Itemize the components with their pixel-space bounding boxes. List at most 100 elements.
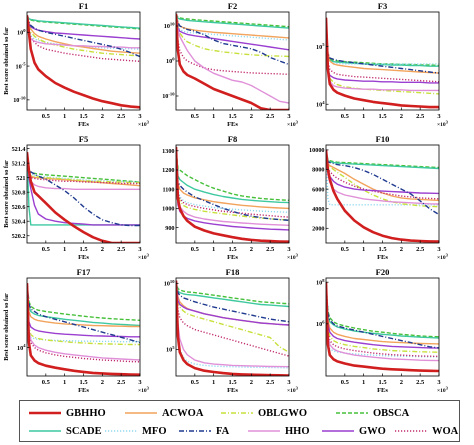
panel-title: F10 bbox=[376, 134, 390, 144]
x-tick-label: 1 bbox=[63, 379, 66, 386]
x-tick-label: 2.5 bbox=[416, 113, 425, 120]
series-line-woa bbox=[176, 280, 289, 357]
panel-f17: F17 0.5 1 1.5 2 2.5 3×103 FEs 104 Best score obta… bbox=[3, 267, 150, 394]
x-axis-label: FEs bbox=[227, 254, 238, 261]
y-tick-label: 100 bbox=[17, 28, 26, 37]
x-tick-label: 2.5 bbox=[416, 379, 425, 386]
x-tick-label: 1.5 bbox=[378, 246, 387, 253]
series-line-oblgwo bbox=[27, 15, 140, 57]
series-line-fa bbox=[326, 17, 439, 74]
y-axis-label: Best score obtained so far bbox=[3, 293, 10, 361]
panel-title: F2 bbox=[228, 1, 237, 11]
series-line-mfo bbox=[27, 283, 140, 343]
series-line-hho bbox=[326, 17, 439, 92]
legend-item-obsca: OBSCA bbox=[335, 406, 409, 420]
legend-item-hho: HHO bbox=[247, 424, 310, 438]
series-line-hho bbox=[27, 283, 140, 361]
y-tick-label: 100 bbox=[166, 57, 175, 66]
series-line-obsca bbox=[326, 17, 439, 67]
y-tick-label: 10-5 bbox=[15, 62, 26, 71]
x-tick-label: 0.5 bbox=[42, 379, 51, 386]
series-line-gwo bbox=[176, 13, 289, 51]
series-line-gbhho bbox=[326, 282, 439, 373]
y-tick-label: 520.4 bbox=[12, 218, 26, 225]
series-line-mfo bbox=[176, 13, 289, 41]
legend-item-woa: WOA bbox=[394, 424, 458, 438]
x-scale-exponent: ×103 bbox=[437, 253, 449, 262]
series-line-oblgwo bbox=[176, 280, 289, 353]
legend-swatch bbox=[179, 430, 211, 432]
axes-frame bbox=[26, 144, 141, 244]
legend-label: HHO bbox=[285, 425, 310, 437]
series-line-scade bbox=[176, 146, 289, 204]
x-tick-label: 3 bbox=[437, 246, 441, 253]
series-line-mfo bbox=[326, 17, 439, 65]
y-tick-label: 108 bbox=[316, 278, 325, 287]
legend-label: OBLGWO bbox=[258, 407, 308, 419]
series-line-gbhho bbox=[27, 15, 140, 109]
series-line-obsca bbox=[176, 146, 289, 201]
x-tick-label: 0.5 bbox=[341, 246, 350, 253]
legend-swatch bbox=[248, 430, 280, 432]
series-line-scade bbox=[176, 280, 289, 308]
x-tick-label: 1 bbox=[212, 379, 215, 386]
series-line-hho bbox=[326, 282, 439, 362]
x-scale-exponent: ×103 bbox=[287, 120, 299, 129]
series-line-woa bbox=[176, 146, 289, 218]
panel-f20: F20 0.5 1 1.5 2 2.5 3×103 FEs 108 106 bbox=[316, 267, 449, 394]
legend-item-gwo: GWO bbox=[321, 424, 386, 438]
x-scale-exponent: ×103 bbox=[437, 120, 449, 129]
x-tick-label: 1 bbox=[63, 113, 66, 120]
y-tick-label: 1200 bbox=[162, 167, 174, 174]
series-line-scade bbox=[27, 15, 140, 29]
series-line-fa bbox=[326, 149, 439, 216]
panel-title: F5 bbox=[79, 134, 88, 144]
series-line-fa bbox=[27, 152, 140, 227]
y-tick-label: 104 bbox=[316, 100, 325, 109]
x-axis-label: FEs bbox=[78, 387, 89, 394]
x-scale-exponent: ×103 bbox=[287, 386, 299, 395]
x-tick-label: 3 bbox=[138, 113, 142, 120]
legend-label: SCADE bbox=[66, 425, 102, 437]
series-line-gbhho bbox=[326, 149, 439, 243]
legend-swatch bbox=[29, 430, 61, 432]
x-axis-label: FEs bbox=[377, 387, 388, 394]
x-tick-label: 1 bbox=[63, 246, 66, 253]
y-tick-label: 1100 bbox=[162, 186, 174, 193]
legend-swatch bbox=[336, 412, 368, 414]
y-tick-label: 520.6 bbox=[12, 204, 26, 211]
y-tick-label: 6000 bbox=[312, 186, 324, 193]
x-tick-label: 1.5 bbox=[79, 379, 88, 386]
y-axis-label: Best score obtained so far bbox=[3, 160, 10, 228]
legend-swatch bbox=[221, 412, 253, 414]
series-line-gbhho bbox=[176, 13, 289, 110]
x-tick-label: 3 bbox=[287, 113, 291, 120]
x-tick-label: 2 bbox=[101, 113, 104, 120]
x-tick-label: 1.5 bbox=[228, 379, 237, 386]
x-tick-label: 2.5 bbox=[117, 113, 126, 120]
x-tick-label: 2.5 bbox=[117, 379, 126, 386]
legend-label: MFO bbox=[142, 425, 167, 437]
x-tick-label: 3 bbox=[287, 246, 291, 253]
y-tick-label: 521.4 bbox=[12, 146, 26, 153]
panel-title: F3 bbox=[378, 1, 387, 11]
series-line-woa bbox=[176, 13, 289, 75]
x-tick-label: 0.5 bbox=[42, 246, 51, 253]
series-line-acwoa bbox=[176, 146, 289, 210]
series-line-oblgwo bbox=[326, 149, 439, 208]
series-line-woa bbox=[326, 17, 439, 83]
panel-title: F17 bbox=[77, 267, 91, 277]
panel-f10: F10 0.5 1 1.5 2 2.5 3×103 FEs 10000 8000 6000 4000 2… bbox=[309, 134, 449, 261]
legend-item-fa: FA bbox=[178, 424, 229, 438]
series-line-obsca bbox=[27, 152, 140, 183]
series-line-acwoa bbox=[326, 17, 439, 74]
legend-label: WOA bbox=[432, 425, 459, 437]
panel-title: F20 bbox=[376, 267, 390, 277]
x-tick-label: 2 bbox=[250, 379, 253, 386]
panel-f2: F2 0.5 1 1.5 2 2.5 3×103 FEs 1010 100 10-10 bbox=[162, 1, 298, 128]
y-tick-label: 1000 bbox=[162, 206, 174, 213]
series-line-scade bbox=[27, 283, 140, 327]
x-tick-label: 1.5 bbox=[378, 379, 387, 386]
y-tick-label: 105 bbox=[166, 345, 175, 354]
